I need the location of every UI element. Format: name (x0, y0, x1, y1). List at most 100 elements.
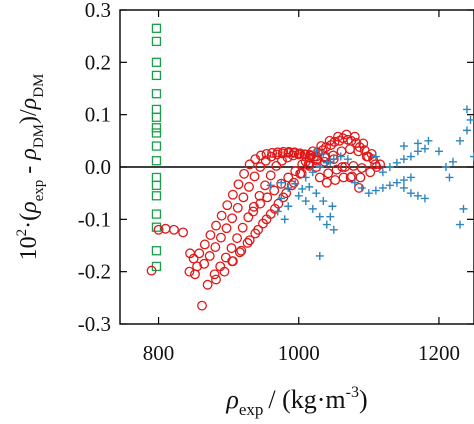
ylabel-prefix-sup: 2 (14, 229, 30, 237)
plus-marker (322, 158, 331, 167)
plus-marker (357, 183, 366, 192)
xlabel-close: ) (359, 385, 368, 414)
circle-marker (227, 213, 238, 224)
plus-marker (336, 152, 345, 161)
circle-marker (199, 239, 210, 250)
ylabel-rho1: ρ (16, 201, 42, 214)
circle-marker (222, 200, 233, 211)
circle-marker (365, 167, 376, 178)
circle-marker (188, 253, 199, 264)
plus-marker (308, 204, 317, 213)
circle-marker (194, 248, 205, 259)
xlabel-superscript: -3 (346, 384, 359, 401)
data-markers (146, 23, 474, 311)
circle-marker (255, 150, 266, 161)
circle-marker (290, 166, 301, 177)
circle-marker (300, 156, 311, 167)
y-tick-label: 0.1 (85, 103, 111, 127)
ticks (120, 9, 474, 325)
ylabel-sub1: exp (31, 180, 47, 202)
plus-marker (420, 194, 429, 203)
plus-marker (406, 173, 415, 182)
circle-marker (273, 198, 284, 209)
circle-marker (255, 162, 266, 172)
circle-marker (197, 300, 207, 311)
plus-marker (328, 202, 337, 211)
circle-marker (276, 155, 287, 166)
circle-marker (321, 177, 332, 188)
ylabel-rho3: ρ (16, 98, 42, 111)
tick-labels: -0.3 -0.2 -0.1 0.0 0.1 0.2 0.3 800 1000 1200 (78, 0, 460, 365)
circle-marker (309, 151, 320, 162)
plus-marker (378, 168, 387, 177)
circle-marker (345, 172, 356, 183)
square-marker (151, 104, 162, 115)
circle-marker (236, 245, 247, 256)
circle-marker (348, 161, 359, 171)
plus-marker (424, 136, 433, 145)
square-marker (151, 70, 162, 81)
circle-marker (299, 149, 310, 160)
y-tick-label: -0.3 (78, 312, 111, 336)
circle-marker (239, 168, 250, 179)
plus-marker (455, 136, 464, 145)
plus-marker (371, 186, 380, 195)
circle-marker (358, 138, 369, 149)
circle-marker (368, 154, 379, 165)
square-marker (151, 123, 162, 133)
ylabel-prefix: 10 (16, 236, 42, 260)
circle-marker (238, 192, 249, 203)
circle-marker (248, 206, 259, 217)
square-marker (151, 89, 162, 99)
plus-marker (462, 126, 471, 135)
circle-marker (353, 146, 364, 157)
square-marker (151, 57, 162, 67)
circle-marker (199, 258, 210, 269)
plus-marker (315, 212, 324, 221)
plus-marker (319, 149, 328, 158)
circle-marker (344, 144, 355, 155)
circle-marker (227, 189, 238, 200)
circle-marker (375, 159, 386, 170)
circle-marker (184, 266, 195, 277)
plus-marker (448, 157, 457, 166)
x-axis-title: ρexp / (kg·m-3) (225, 384, 367, 419)
circle-marker (283, 172, 294, 183)
square-marker (151, 112, 162, 122)
circle-marker (221, 223, 232, 234)
plus-marker (277, 194, 286, 203)
plus-marker (329, 225, 338, 234)
plus-marker (406, 152, 415, 161)
circle-marker (211, 220, 221, 231)
plus-marker (284, 202, 293, 211)
plus-marker (364, 189, 373, 198)
plus-marker (305, 182, 314, 191)
ylabel-sub3: DM (31, 74, 47, 98)
circle-marker (248, 201, 259, 212)
circle-marker (316, 141, 327, 152)
circle-marker (266, 151, 277, 162)
plus-marker (441, 163, 450, 171)
xlabel-subscript: exp (239, 400, 264, 419)
square-marker (151, 128, 162, 138)
circle-marker (328, 154, 339, 165)
circle-marker (232, 202, 243, 213)
plus-marker (455, 220, 464, 229)
circle-marker (269, 185, 280, 196)
plus-marker (315, 163, 324, 171)
x-tick-label: 1000 (278, 341, 320, 365)
circle-marker (271, 161, 282, 171)
circle-marker (255, 198, 266, 209)
x-tick-label: 1200 (418, 341, 460, 365)
circle-marker (293, 149, 304, 160)
plus-marker (406, 189, 415, 198)
circle-marker (324, 135, 335, 146)
plus-marker (284, 183, 293, 192)
circle-marker (216, 210, 227, 221)
plus-marker (466, 115, 474, 124)
plus-marker (459, 204, 468, 213)
circle-marker (254, 190, 265, 201)
circle-marker (267, 147, 278, 158)
y-tick-label: -0.1 (78, 207, 111, 231)
plus-marker (413, 147, 422, 156)
